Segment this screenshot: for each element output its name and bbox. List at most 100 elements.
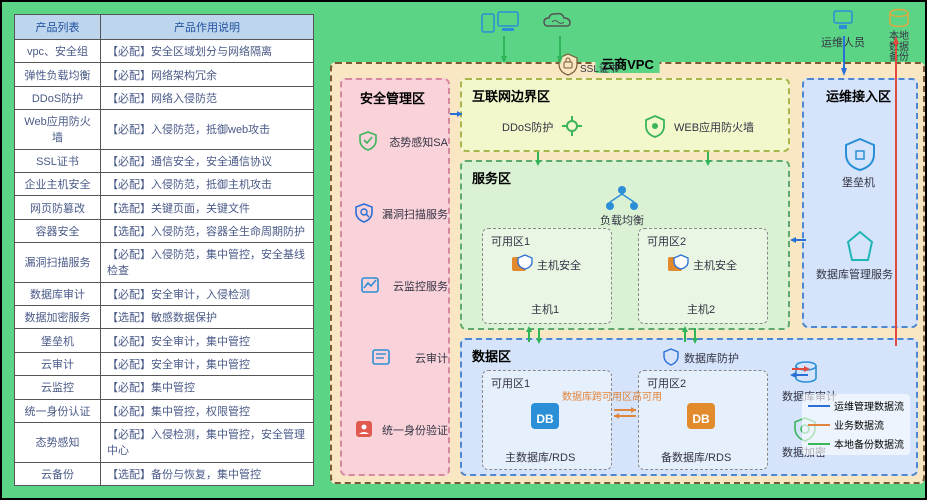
security-mgmt-zone: 安全管理区 态势感知SA漏洞扫描服务云监控服务云审计统一身份验证 <box>340 78 450 476</box>
product-name: 云监控 <box>15 376 101 399</box>
legend-ops: 运维管理数据流 <box>834 398 904 413</box>
product-name: 网页防篡改 <box>15 196 101 219</box>
product-name: 漏洞扫描服务 <box>15 243 101 283</box>
db-ha-arrow <box>612 406 638 420</box>
load-balancer-icon <box>602 184 642 214</box>
service-az1: 可用区1 主机安全 主机1 <box>482 228 612 324</box>
data-zone: 数据区 数据库防护 可用区1 DB 主数据库/RDS 可用区2 DB <box>460 338 918 476</box>
product-name: 态势感知 <box>15 422 101 462</box>
db-standby-icon: DB <box>683 397 719 435</box>
product-desc: 【选配】入侵防范，容器全生命周期防护 <box>101 219 314 242</box>
sec-item-icon <box>359 274 381 296</box>
dbms-label: 数据库管理服务 <box>816 266 893 282</box>
ddos-item: DDoS防护 <box>502 114 585 140</box>
table-row: SSL证书【必配】通信安全，安全通信协议 <box>15 149 314 172</box>
product-desc: 【必配】通信安全，安全通信协议 <box>101 149 314 172</box>
vpc-region: 云商VPC SSL证书 安全管理区 态势感知SA漏洞扫描服务云监控服务云审计统一… <box>330 62 925 484</box>
waf-label: WEB应用防火墙 <box>674 119 754 135</box>
bastion-label: 堡垒机 <box>842 174 875 190</box>
product-desc: 【必配】入侵检测，集中管控，安全管理中心 <box>101 422 314 462</box>
local-backup-label: 本地 数据 备份 <box>889 31 909 63</box>
product-name: 弹性负载均衡 <box>15 63 101 86</box>
internet-zone-title: 互联网边界区 <box>472 86 550 105</box>
table-row: DDoS防护【必配】网络入侵防范 <box>15 86 314 109</box>
ops-user-icon: 运维人员 <box>818 8 868 50</box>
table-row: 堡垒机【必配】安全审计，集中管控 <box>15 329 314 352</box>
product-desc: 【必配】网络架构冗余 <box>101 63 314 86</box>
load-balancer-label: 负载均衡 <box>600 212 644 228</box>
table-row: 容器安全【选配】入侵防范，容器全生命周期防护 <box>15 219 314 242</box>
firewall-icon <box>642 114 668 138</box>
product-desc: 【必配】安全审计，集中管控 <box>101 329 314 352</box>
sec-item-icon <box>357 130 379 152</box>
ops-zone-title: 运维接入区 <box>826 86 891 105</box>
legend-biz: 业务数据流 <box>834 417 884 432</box>
product-name: 统一身份认证 <box>15 399 101 422</box>
svg-text:DB: DB <box>536 412 554 426</box>
table-row: 弹性负载均衡【必配】网络架构冗余 <box>15 63 314 86</box>
product-desc: 【必配】集中管控 <box>101 376 314 399</box>
sec-mgmt-item: 云审计 <box>352 346 448 370</box>
product-name: 容器安全 <box>15 219 101 242</box>
ssl-cert-icon <box>557 52 579 78</box>
col-product: 产品列表 <box>15 15 101 40</box>
table-row: vpc、安全组【必配】安全区域划分与网络隔离 <box>15 40 314 63</box>
product-desc: 【选配】备份与恢复，集中管控 <box>101 462 314 486</box>
server-shield-icon <box>665 253 689 275</box>
product-name: 数据加密服务 <box>15 306 101 329</box>
ops-user-label: 运维人员 <box>821 37 865 49</box>
table-row: 统一身份认证【必配】集中管控，权限管控 <box>15 399 314 422</box>
db-primary-label: 主数据库/RDS <box>505 449 575 465</box>
db-primary-icon: DB <box>527 397 563 435</box>
svg-text:DB: DB <box>692 412 710 426</box>
client-down-arrow <box>498 36 510 64</box>
product-desc: 【必配】安全审计，入侵检测 <box>101 282 314 305</box>
product-desc: 【选配】关键页面，关键文件 <box>101 196 314 219</box>
product-desc: 【必配】入侵防范，集中管控，安全基线检查 <box>101 243 314 283</box>
col-desc: 产品作用说明 <box>101 15 314 40</box>
service-az2: 可用区2 主机安全 主机2 <box>638 228 768 324</box>
table-row: 企业主机安全【必配】入侵防范，抵御主机攻击 <box>15 173 314 196</box>
internet-cloud-icon <box>540 10 576 36</box>
server-shield-icon <box>509 253 533 275</box>
product-table: 产品列表 产品作用说明 vpc、安全组【必配】安全区域划分与网络隔离弹性负载均衡… <box>14 14 314 486</box>
product-desc: 【必配】安全审计，集中管控 <box>101 352 314 375</box>
internet-boundary-zone: 互联网边界区 DDoS防护 WEB应用防火墙 <box>460 78 790 152</box>
table-row: 云备份【选配】备份与恢复，集中管控 <box>15 462 314 486</box>
product-name: SSL证书 <box>15 149 101 172</box>
db-standby-label: 备数据库/RDS <box>661 449 731 465</box>
ssl-cert-label: SSL证书 <box>580 60 619 75</box>
dbms-icon <box>842 230 878 266</box>
product-desc: 【必配】集中管控，权限管控 <box>101 399 314 422</box>
waf-item: WEB应用防火墙 <box>642 114 754 140</box>
sec-mgmt-item: 态势感知SA <box>352 130 448 154</box>
product-desc: 【选配】敏感数据保护 <box>101 306 314 329</box>
product-name: vpc、安全组 <box>15 40 101 63</box>
local-backup-icon: 本地 数据 备份 <box>878 8 920 64</box>
table-row: 数据库审计【必配】安全审计，入侵检测 <box>15 282 314 305</box>
product-name: Web应用防火墙 <box>15 110 101 150</box>
service-az2-title: 可用区2 <box>647 233 686 249</box>
table-row: 数据加密服务【选配】敏感数据保护 <box>15 306 314 329</box>
service-az1-title: 可用区1 <box>491 233 530 249</box>
product-name: 数据库审计 <box>15 282 101 305</box>
data-az2: 可用区2 DB 备数据库/RDS <box>638 370 768 470</box>
sec-item-icon <box>353 202 375 224</box>
host1-label: 主机1 <box>531 301 559 317</box>
data-zone-title: 数据区 <box>472 346 511 365</box>
architecture-diagram: 运维人员 本地 数据 备份 云商VPC SSL证书 安全管理区 态势感知SA漏洞… <box>330 14 913 486</box>
gear-icon <box>559 114 585 138</box>
service-zone: 服务区 负载均衡 可用区1 主机安全 主机1 可用区2 <box>460 160 790 330</box>
product-name: 企业主机安全 <box>15 173 101 196</box>
service-zone-title: 服务区 <box>472 168 511 187</box>
product-desc: 【必配】入侵防范，抵御主机攻击 <box>101 173 314 196</box>
host-sec-2: 主机安全 <box>665 253 737 277</box>
table-row: 云审计【必配】安全审计，集中管控 <box>15 352 314 375</box>
data-az1: 可用区1 DB 主数据库/RDS <box>482 370 612 470</box>
legend-backup: 本地备份数据流 <box>834 436 904 451</box>
db-guard: 数据库防护 <box>662 348 739 368</box>
client-devices-icon <box>480 10 520 36</box>
db-shield-icon <box>662 348 680 366</box>
product-name: 堡垒机 <box>15 329 101 352</box>
ddos-label: DDoS防护 <box>502 119 553 135</box>
